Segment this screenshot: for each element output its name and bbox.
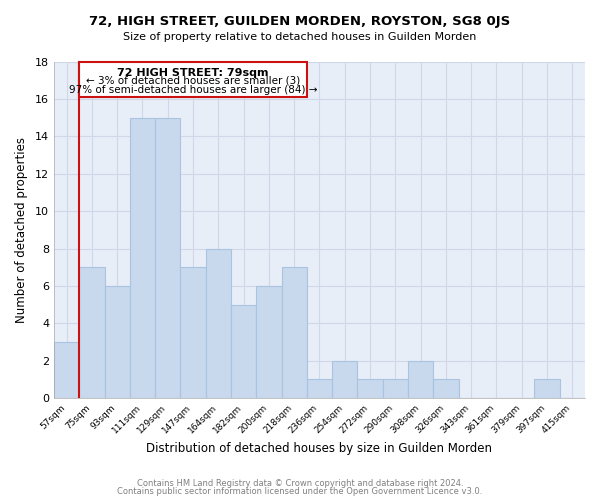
FancyBboxPatch shape bbox=[79, 62, 307, 97]
Bar bbox=[383, 380, 408, 398]
Bar bbox=[433, 380, 458, 398]
Bar bbox=[358, 380, 383, 398]
Text: Size of property relative to detached houses in Guilden Morden: Size of property relative to detached ho… bbox=[124, 32, 476, 42]
Text: 72, HIGH STREET, GUILDEN MORDEN, ROYSTON, SG8 0JS: 72, HIGH STREET, GUILDEN MORDEN, ROYSTON… bbox=[89, 15, 511, 28]
Bar bbox=[79, 267, 104, 398]
Bar bbox=[155, 118, 181, 398]
Text: Contains public sector information licensed under the Open Government Licence v3: Contains public sector information licen… bbox=[118, 487, 482, 496]
Bar bbox=[104, 286, 130, 398]
Bar bbox=[307, 380, 332, 398]
Bar bbox=[535, 380, 560, 398]
X-axis label: Distribution of detached houses by size in Guilden Morden: Distribution of detached houses by size … bbox=[146, 442, 493, 455]
Bar bbox=[332, 360, 358, 398]
Text: ← 3% of detached houses are smaller (3): ← 3% of detached houses are smaller (3) bbox=[86, 75, 300, 85]
Bar bbox=[408, 360, 433, 398]
Bar bbox=[231, 304, 256, 398]
Bar bbox=[206, 248, 231, 398]
Text: 72 HIGH STREET: 79sqm: 72 HIGH STREET: 79sqm bbox=[117, 68, 269, 78]
Bar bbox=[256, 286, 281, 398]
Bar bbox=[54, 342, 79, 398]
Y-axis label: Number of detached properties: Number of detached properties bbox=[15, 137, 28, 323]
Text: 97% of semi-detached houses are larger (84) →: 97% of semi-detached houses are larger (… bbox=[69, 84, 317, 94]
Bar bbox=[181, 267, 206, 398]
Text: Contains HM Land Registry data © Crown copyright and database right 2024.: Contains HM Land Registry data © Crown c… bbox=[137, 478, 463, 488]
Bar bbox=[281, 267, 307, 398]
Bar bbox=[130, 118, 155, 398]
